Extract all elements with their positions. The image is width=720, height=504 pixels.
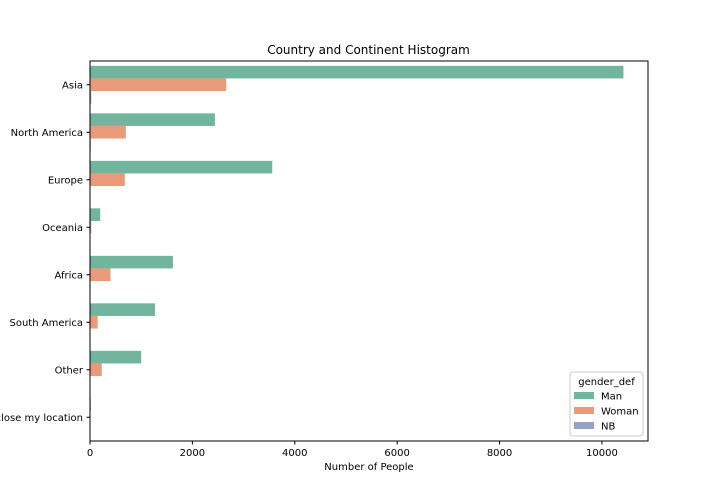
legend-swatch-nb xyxy=(574,422,594,429)
x-tick-label: 10000 xyxy=(586,448,618,459)
chart-title: Country and Continent Histogram xyxy=(267,43,470,57)
bar-woman-0 xyxy=(90,78,227,92)
bar-woman-6 xyxy=(90,363,102,377)
x-tick-label: 0 xyxy=(87,448,93,459)
y-tick-label: Other xyxy=(55,365,84,376)
legend-items: Man Woman NB xyxy=(574,392,639,433)
bar-woman-2 xyxy=(90,173,125,187)
plot-frame xyxy=(89,60,649,442)
bar-man-3 xyxy=(90,208,101,221)
bar-man-1 xyxy=(90,113,215,126)
bar-woman-4 xyxy=(90,268,111,282)
y-tick-label: Africa xyxy=(54,270,83,281)
x-tick-label: 8000 xyxy=(487,448,512,459)
bar-man-2 xyxy=(90,160,273,174)
y-tick-label: South America xyxy=(10,318,84,329)
x-axis-label: Number of People xyxy=(324,462,413,473)
y-tick-label: Europe xyxy=(48,175,83,186)
legend-title: gender_def xyxy=(578,377,635,388)
y-tick-label: I prefer not to disclose my location xyxy=(0,413,83,424)
bar-man-5 xyxy=(90,303,156,316)
legend-label-woman: Woman xyxy=(601,407,639,418)
legend: gender_def Man Woman NB xyxy=(569,371,644,437)
bar-woman-5 xyxy=(90,315,98,329)
legend-swatch-man xyxy=(574,392,594,399)
y-tick-label: Asia xyxy=(62,80,83,91)
y-tick-label: Oceania xyxy=(42,223,83,234)
x-tick-label: 2000 xyxy=(180,448,205,459)
bar-man-0 xyxy=(90,65,624,79)
legend-label-man: Man xyxy=(601,392,622,403)
y-axis: Asia North America Europe Oceania Africa Sout… xyxy=(0,80,90,424)
bar-man-4 xyxy=(90,255,173,269)
x-axis: 0 2000 4000 6000 8000 10000 xyxy=(87,441,618,459)
legend-swatch-woman xyxy=(574,407,594,414)
x-tick-label: 6000 xyxy=(384,448,409,459)
x-tick-label: 4000 xyxy=(282,448,307,459)
bar-woman-1 xyxy=(90,125,126,139)
bar-nb-0 xyxy=(90,91,92,104)
y-tick-label: North America xyxy=(11,128,83,139)
bar-man-6 xyxy=(90,350,142,364)
legend-box xyxy=(569,371,644,437)
bar-woman-3 xyxy=(90,220,92,234)
bars-group xyxy=(90,65,624,437)
legend-label-nb: NB xyxy=(601,422,615,433)
